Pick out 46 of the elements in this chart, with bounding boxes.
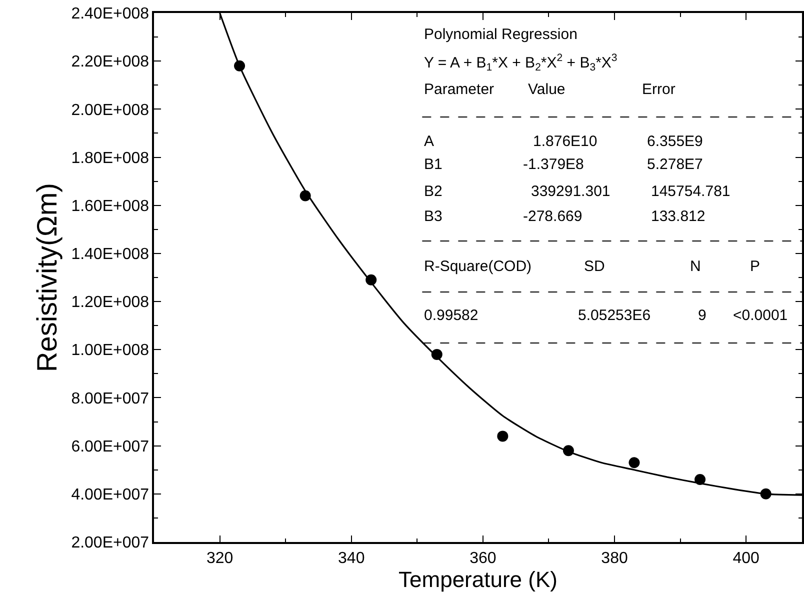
annotation: 1.876E10: [533, 133, 598, 150]
annotation: Value: [528, 81, 566, 98]
annotation: N: [690, 258, 701, 275]
annotation: -278.669: [523, 208, 582, 225]
annotation: Polynomial Regression: [424, 26, 578, 43]
annotation: B2: [424, 183, 442, 200]
annotation: Parameter: [424, 81, 494, 98]
text: Y = A + B$_{1}$*X + B$_{2}$*X$^{2}$ + B$_{3}$*X$^{3}$: [424, 52, 618, 74]
y-tick-label: 2.00E+008: [71, 102, 150, 119]
annotation: 9: [698, 307, 706, 324]
annotation: B1: [424, 156, 442, 173]
annotation: 0.99582: [424, 307, 478, 324]
annotation: <0.0001: [733, 307, 788, 324]
y-tick-label: 8.00E+007: [71, 390, 150, 408]
annotation: Error: [642, 81, 676, 98]
x-tick-label: 340: [338, 550, 365, 567]
y-tick-label: 2.00E+007: [71, 534, 150, 552]
y-tick-label: 4.00E+007: [71, 486, 150, 504]
y-tick-label: 2.40E+008: [71, 6, 150, 23]
annotation: 133.812: [651, 208, 706, 225]
x-tick-label: 360: [470, 550, 496, 567]
y-tick-label: 2.20E+008: [71, 54, 150, 71]
annotation: 145754.781: [651, 183, 730, 200]
annotation: R-Square(COD): [424, 258, 532, 275]
x-tick-label: 400: [732, 550, 760, 567]
y-tick-label: 1.40E+008: [71, 246, 150, 264]
y-axis-title: Resistivity(Ωm): [31, 183, 62, 372]
y-tick-label: 1.00E+008: [71, 342, 150, 360]
y-tick-label: 1.20E+008: [71, 294, 150, 312]
annotation: 6.355E9: [647, 133, 703, 150]
x-tick-label: 320: [206, 550, 234, 567]
annotation: 5.278E7: [647, 156, 703, 173]
annotation: 5.05253E6: [578, 307, 651, 324]
x-tick-label: 380: [601, 550, 628, 567]
y-tick-label: 1.80E+008: [71, 150, 150, 167]
point: [497, 430, 508, 442]
annotation: -1.379E8: [523, 156, 584, 173]
annotation: B3: [424, 208, 442, 225]
annotation: 339291.301: [531, 183, 610, 200]
x-axis-title: Temperature (K): [398, 566, 558, 592]
annotation: SD: [584, 258, 606, 275]
y-tick-label: 6.00E+007: [71, 438, 150, 456]
annotation: A: [424, 133, 434, 150]
annotation: P: [750, 258, 760, 275]
point: [628, 457, 640, 468]
y-tick-label: 1.60E+008: [71, 198, 150, 215]
